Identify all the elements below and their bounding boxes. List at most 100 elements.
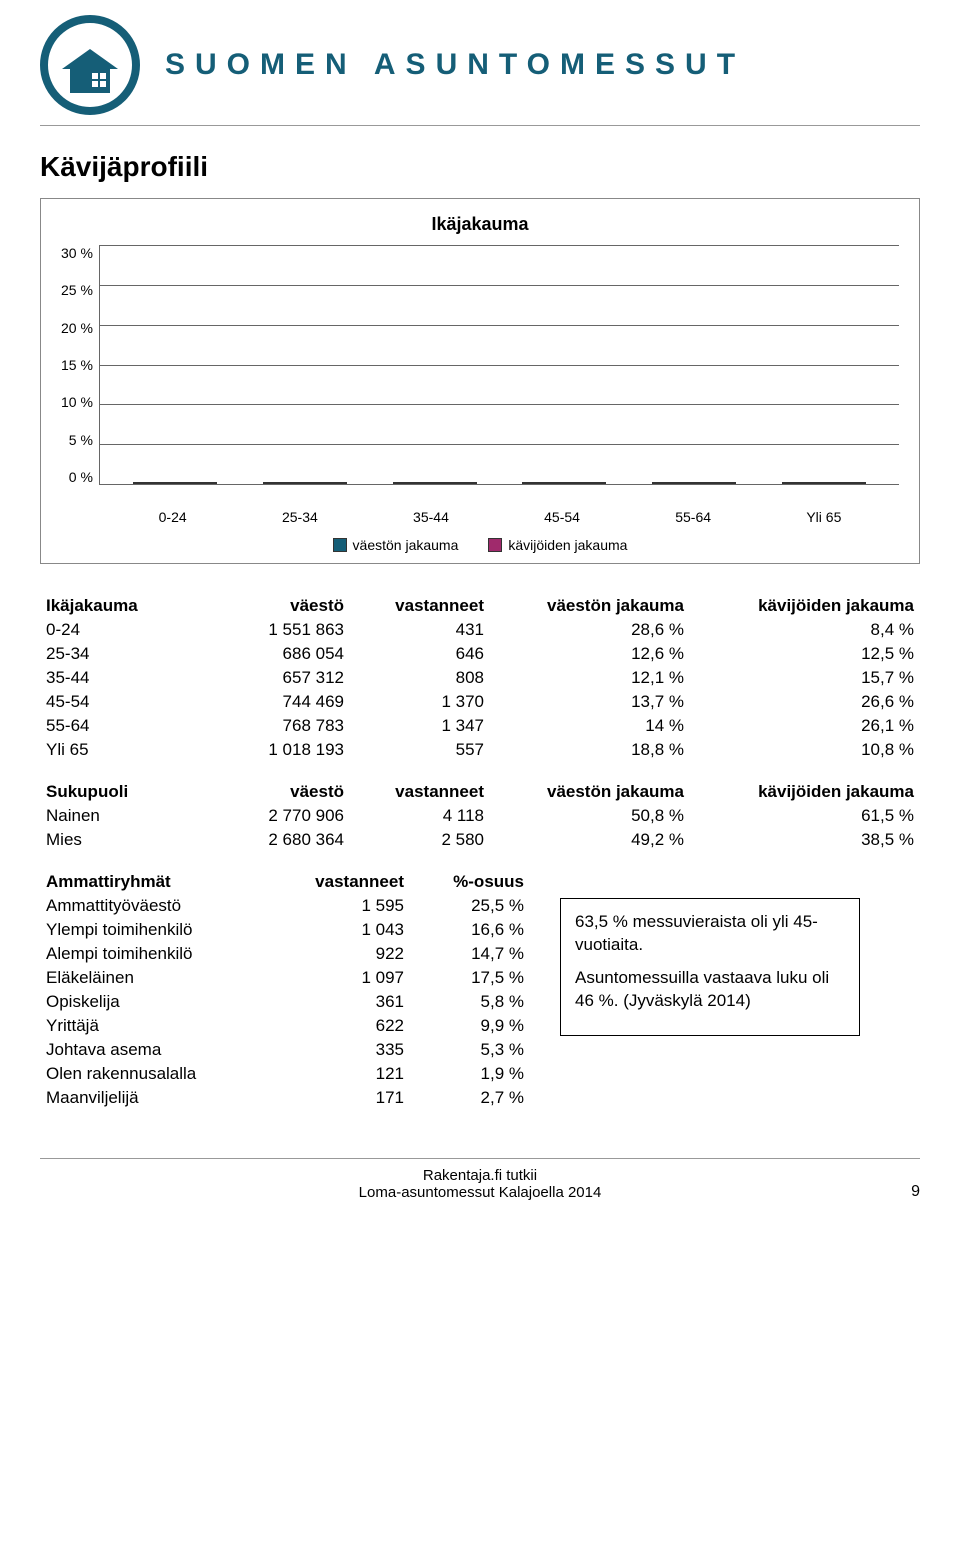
table-row: Yrittäjä6229,9 % [40, 1014, 530, 1038]
table-cell: 17,5 % [410, 966, 530, 990]
note-line-1: 63,5 % messuvieraista oli yli 45-vuotiai… [575, 911, 845, 957]
occ-table-h2: %-osuus [410, 870, 530, 894]
page-footer: Rakentaja.fi tutkii Loma-asuntomessut Ka… [40, 1158, 920, 1201]
table-row: Opiskelija3615,8 % [40, 990, 530, 1014]
table-cell: 5,3 % [410, 1038, 530, 1062]
y-tick-label: 20 % [61, 320, 93, 336]
table-cell: 335 [270, 1038, 410, 1062]
table-cell: 1 018 193 [180, 738, 350, 762]
bar [263, 482, 305, 484]
table-cell: 121 [270, 1062, 410, 1086]
bar-group [263, 482, 347, 484]
y-tick-label: 5 % [69, 432, 93, 448]
bar [652, 482, 694, 484]
age-table-h0: Ikäjakauma [40, 594, 180, 618]
bar-group [393, 482, 477, 484]
chart-plot [99, 245, 899, 485]
table-cell: 12,1 % [490, 666, 690, 690]
bar [175, 482, 217, 484]
gender-table-h4: kävijöiden jakauma [690, 780, 920, 804]
table-cell: 26,6 % [690, 690, 920, 714]
table-cell: 2 770 906 [180, 804, 350, 828]
table-cell: 1 097 [270, 966, 410, 990]
table-cell: 1 595 [270, 894, 410, 918]
table-cell: 2 580 [350, 828, 490, 852]
table-row: Mies2 680 3642 58049,2 %38,5 % [40, 828, 920, 852]
table-cell: 61,5 % [690, 804, 920, 828]
table-cell: 28,6 % [490, 618, 690, 642]
table-cell: 808 [350, 666, 490, 690]
table-cell: 557 [350, 738, 490, 762]
age-table-h4: kävijöiden jakauma [690, 594, 920, 618]
table-row: Alempi toimihenkilö92214,7 % [40, 942, 530, 966]
table-cell: 1 370 [350, 690, 490, 714]
age-table-h2: vastanneet [350, 594, 490, 618]
gender-table-h1: väestö [180, 780, 350, 804]
bar [133, 482, 175, 484]
brand-logo [40, 15, 140, 115]
gender-table-h2: vastanneet [350, 780, 490, 804]
occ-table-h1: vastanneet [270, 870, 410, 894]
table-cell: 744 469 [180, 690, 350, 714]
bar [305, 482, 347, 484]
table-cell: Olen rakennusalalla [40, 1062, 270, 1086]
table-cell: Opiskelija [40, 990, 270, 1014]
table-cell: 55-64 [40, 714, 180, 738]
occ-table-h0: Ammattiryhmät [40, 870, 270, 894]
table-row: 55-64768 7831 34714 %26,1 % [40, 714, 920, 738]
bar [435, 482, 477, 484]
age-table-h3: väestön jakauma [490, 594, 690, 618]
age-chart: Ikäjakauma 30 %25 %20 %15 %10 %5 %0 % 0-… [40, 198, 920, 564]
table-cell: 49,2 % [490, 828, 690, 852]
gender-table-h0: Sukupuoli [40, 780, 180, 804]
table-row: 35-44657 31280812,1 %15,7 % [40, 666, 920, 690]
chart-x-axis: 0-2425-3435-4445-5455-64Yli 65 [101, 505, 899, 525]
legend-swatch [488, 538, 502, 552]
table-cell: 1,9 % [410, 1062, 530, 1086]
y-tick-label: 10 % [61, 394, 93, 410]
y-tick-label: 15 % [61, 357, 93, 373]
table-cell: Ylempi toimihenkilö [40, 918, 270, 942]
legend-item: väestön jakauma [333, 537, 459, 553]
table-cell: Alempi toimihenkilö [40, 942, 270, 966]
table-row: 0-241 551 86343128,6 %8,4 % [40, 618, 920, 642]
table-cell: 1 551 863 [180, 618, 350, 642]
legend-label: kävijöiden jakauma [508, 537, 627, 553]
note-line-2: Asuntomessuilla vastaava luku oli 46 %. … [575, 967, 845, 1013]
table-cell: 14 % [490, 714, 690, 738]
page-header: SUOMEN ASUNTOMESSUT [40, 0, 920, 126]
table-cell: 686 054 [180, 642, 350, 666]
table-cell: Nainen [40, 804, 180, 828]
table-cell: 361 [270, 990, 410, 1014]
footer-line-2: Loma-asuntomessut Kalajoella 2014 [40, 1184, 920, 1201]
note-box: 63,5 % messuvieraista oli yli 45-vuotiai… [560, 898, 860, 1036]
table-row: Maanviljelijä1712,7 % [40, 1086, 530, 1110]
table-cell: 657 312 [180, 666, 350, 690]
age-table: Ikäjakauma väestö vastanneet väestön jak… [40, 594, 920, 762]
table-row: Nainen2 770 9064 11850,8 %61,5 % [40, 804, 920, 828]
table-cell: Mies [40, 828, 180, 852]
bar-group [652, 482, 736, 484]
table-row: Johtava asema3355,3 % [40, 1038, 530, 1062]
gender-table-h3: väestön jakauma [490, 780, 690, 804]
x-tick-label: Yli 65 [806, 509, 841, 525]
bar-group [133, 482, 217, 484]
chart-legend: väestön jakauma kävijöiden jakauma [61, 537, 899, 553]
legend-label: väestön jakauma [353, 537, 459, 553]
table-cell: 1 347 [350, 714, 490, 738]
table-cell: 2 680 364 [180, 828, 350, 852]
bar-group [522, 482, 606, 484]
table-cell: 2,7 % [410, 1086, 530, 1110]
table-cell: 768 783 [180, 714, 350, 738]
chart-title: Ikäjakauma [61, 214, 899, 235]
x-tick-label: 45-54 [544, 509, 580, 525]
brand-name: SUOMEN ASUNTOMESSUT [165, 48, 745, 82]
table-cell: 1 043 [270, 918, 410, 942]
table-cell: 4 118 [350, 804, 490, 828]
page-number: 9 [911, 1183, 920, 1201]
table-row: 25-34686 05464612,6 %12,5 % [40, 642, 920, 666]
table-cell: 38,5 % [690, 828, 920, 852]
legend-item: kävijöiden jakauma [488, 537, 627, 553]
table-cell: 18,8 % [490, 738, 690, 762]
y-tick-label: 30 % [61, 245, 93, 261]
